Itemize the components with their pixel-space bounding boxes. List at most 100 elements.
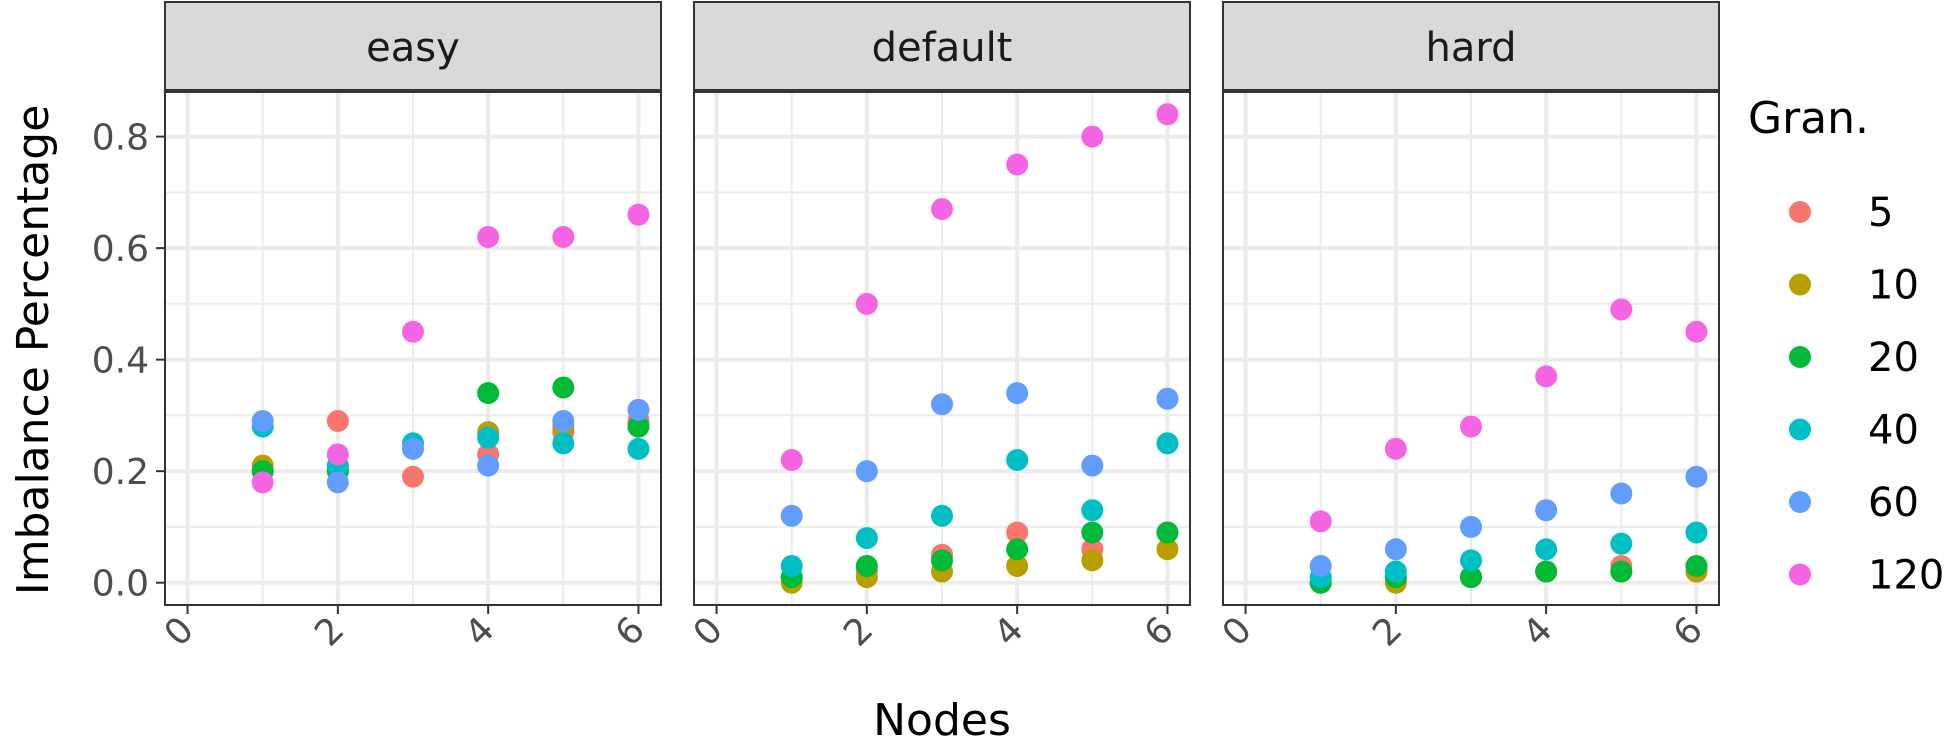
- data-point-gran-20: [552, 376, 575, 399]
- legend-key: [1789, 563, 1811, 586]
- data-point-gran-40: [477, 426, 500, 449]
- legend-title: Gran.: [1748, 93, 1869, 144]
- x-tick-label: 0: [1215, 609, 1260, 654]
- data-point-gran-5: [326, 409, 349, 432]
- facet-strip: [164, 1, 662, 91]
- x-tick-label: 6: [1137, 609, 1182, 654]
- x-tick-label: 4: [457, 609, 502, 654]
- data-point-gran-120: [1460, 415, 1482, 438]
- panel-border: [693, 91, 1191, 606]
- data-point-gran-120: [1081, 125, 1104, 148]
- data-point-gran-10: [1006, 554, 1029, 577]
- data-point-gran-60: [1384, 538, 1407, 561]
- legend-label: 120: [1868, 553, 1944, 599]
- facet-panel-default: default 0 2 4 6: [686, 1, 1191, 654]
- data-point-gran-40: [1156, 432, 1179, 455]
- data-point-gran-60: [1156, 387, 1179, 410]
- legend-label: 60: [1868, 480, 1919, 526]
- data-point-gran-20: [1535, 560, 1558, 583]
- data-point-gran-120: [1384, 437, 1407, 460]
- data-point-gran-120: [627, 203, 650, 226]
- data-point-gran-60: [1460, 515, 1482, 538]
- data-point-gran-120: [855, 292, 878, 315]
- x-tick-label: 2: [307, 609, 352, 654]
- data-point-gran-20: [627, 415, 650, 438]
- data-point-gran-60: [477, 454, 500, 477]
- x-tick-label: 6: [1666, 609, 1711, 654]
- data-point-gran-40: [855, 527, 878, 550]
- data-point-gran-120: [1309, 510, 1332, 533]
- data-point-gran-120: [1685, 320, 1708, 343]
- data-point-gran-60: [1535, 499, 1558, 522]
- legend-item-10: 10: [1789, 263, 1919, 309]
- legend-label: 10: [1868, 263, 1919, 309]
- facet-panels: easy 0 2 4 6 0.0 0.2 0.4 0.6 0.8 default 0 2 4 6 hard 0 2…: [92, 1, 1720, 654]
- data-point-gran-40: [1535, 538, 1558, 561]
- data-point-gran-60: [552, 409, 575, 432]
- data-point-gran-40: [1384, 560, 1407, 583]
- x-tick-label: 0: [157, 609, 202, 654]
- data-point-gran-120: [931, 198, 953, 221]
- panel-border: [164, 91, 662, 606]
- legend-label: 5: [1868, 190, 1893, 236]
- data-point-gran-40: [552, 432, 575, 455]
- facet-strip: [693, 1, 1191, 91]
- x-tick-label: 6: [608, 609, 653, 654]
- data-point-gran-20: [1081, 521, 1104, 544]
- legend-item-40: 40: [1789, 408, 1919, 454]
- legend-key: [1789, 491, 1811, 513]
- y-axis-label: Imbalance Percentage: [8, 105, 59, 596]
- data-point-gran-60: [1309, 554, 1332, 577]
- y-tick-label: 0.2: [92, 452, 149, 493]
- data-point-gran-40: [1685, 521, 1708, 544]
- legend-key: [1789, 273, 1811, 296]
- facet-panel-hard: hard 0 2 4 6: [1215, 1, 1720, 654]
- data-point-gran-120: [1535, 365, 1558, 388]
- data-point-gran-60: [1006, 382, 1029, 405]
- data-point-gran-60: [402, 437, 424, 460]
- data-point-gran-10: [1156, 538, 1179, 561]
- data-point-gran-60: [627, 398, 650, 421]
- facet-strip-label: easy: [366, 25, 460, 71]
- data-point-gran-20: [1156, 521, 1179, 544]
- data-point-gran-40: [1460, 549, 1482, 572]
- data-point-gran-120: [1156, 103, 1179, 126]
- data-point-gran-60: [780, 504, 803, 527]
- data-point-gran-120: [326, 443, 349, 466]
- data-point-gran-40: [1610, 532, 1633, 555]
- data-point-gran-60: [1081, 454, 1104, 477]
- x-tick-label: 4: [1515, 609, 1560, 654]
- legend-label: 40: [1868, 408, 1919, 454]
- x-tick-label: 0: [686, 609, 731, 654]
- data-point-gran-120: [552, 225, 575, 248]
- y-tick-label: 0.6: [92, 229, 149, 270]
- x-tick-label: 2: [836, 609, 881, 654]
- data-point-gran-120: [1006, 153, 1029, 176]
- data-point-gran-120: [1610, 298, 1633, 321]
- legend: Gran. 5 10 20 40 60 120: [1748, 93, 1944, 599]
- data-point-gran-20: [855, 554, 878, 577]
- data-point-gran-60: [855, 460, 878, 483]
- panel-border: [1222, 91, 1720, 606]
- data-point-gran-60: [1610, 482, 1633, 505]
- data-point-gran-20: [1610, 560, 1633, 583]
- data-point-gran-40: [931, 504, 953, 527]
- legend-key: [1789, 418, 1811, 441]
- legend-label: 20: [1868, 335, 1919, 381]
- data-point-gran-60: [931, 393, 953, 416]
- data-point-gran-20: [1460, 566, 1482, 589]
- legend-item-5: 5: [1789, 190, 1893, 236]
- legend-key: [1789, 346, 1811, 368]
- data-point-gran-10: [1081, 549, 1104, 572]
- data-point-gran-120: [251, 471, 274, 494]
- y-tick-label: 0.0: [92, 564, 149, 605]
- legend-item-20: 20: [1789, 335, 1919, 381]
- data-point-gran-120: [402, 320, 424, 343]
- facet-strip-label: default: [872, 25, 1013, 71]
- data-point-gran-120: [780, 449, 803, 472]
- facet-strip-label: hard: [1426, 25, 1517, 71]
- data-point-gran-40: [1006, 449, 1029, 472]
- data-point-gran-20: [1006, 538, 1029, 561]
